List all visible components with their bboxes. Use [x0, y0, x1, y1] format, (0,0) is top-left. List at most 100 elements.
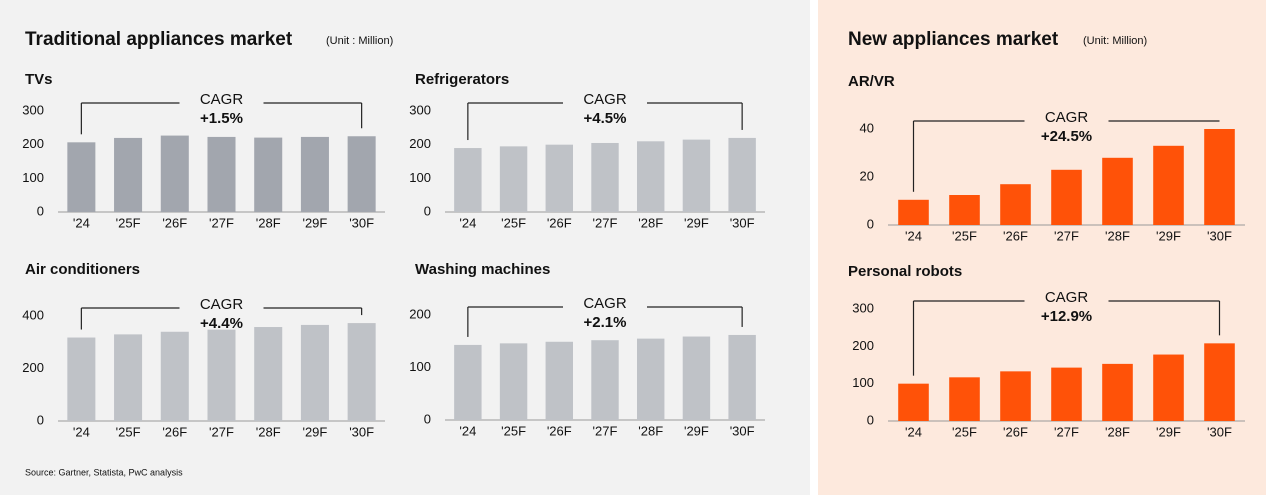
annotation-label: CAGR [1045, 109, 1089, 126]
annotation-label: CAGR [583, 91, 627, 108]
x-tick-label: '30F [349, 215, 374, 230]
panel-bg [818, 0, 1266, 495]
bar [545, 144, 573, 212]
y-tick-label: 100 [409, 170, 431, 185]
bar [347, 136, 376, 212]
bar [1051, 367, 1082, 421]
x-tick-label: '25F [501, 423, 526, 438]
x-tick-label: '27F [1054, 424, 1079, 439]
bar [949, 377, 980, 421]
bar [1153, 145, 1184, 225]
x-tick-label: '28F [638, 423, 663, 438]
annotation-value: +4.5% [584, 110, 627, 127]
bar [1204, 129, 1235, 225]
annotation-value: +2.1% [584, 314, 627, 331]
y-tick-label: 200 [409, 136, 431, 151]
bar [898, 383, 929, 421]
x-tick-label: '28F [256, 424, 281, 439]
y-tick-label: 100 [22, 170, 44, 185]
y-tick-label: 0 [424, 203, 431, 218]
x-tick-label: '25F [116, 424, 141, 439]
y-tick-label: 200 [409, 306, 431, 321]
bar [347, 323, 376, 421]
x-tick-label: '29F [684, 423, 709, 438]
annotation-value: +1.5% [200, 110, 243, 127]
x-tick-label: '30F [1207, 228, 1232, 243]
source: Source: Gartner, Statista, PwC analysis [25, 467, 183, 477]
x-tick-label: '24 [905, 424, 922, 439]
y-tick-label: 100 [409, 359, 431, 374]
x-tick-label: '26F [1003, 424, 1028, 439]
x-tick-label: '30F [730, 215, 755, 230]
x-tick-label: '26F [547, 215, 572, 230]
bar [254, 327, 283, 421]
x-tick-label: '27F [209, 424, 234, 439]
y-tick-label: 200 [22, 360, 44, 375]
annotation-label: CAGR [1045, 289, 1089, 306]
x-tick-label: '25F [952, 228, 977, 243]
y-tick-label: 0 [867, 412, 874, 427]
y-tick-label: 0 [867, 216, 874, 231]
x-tick-label: '28F [256, 215, 281, 230]
annotation-label: CAGR [200, 91, 244, 108]
bar [1153, 354, 1184, 421]
bar [1102, 363, 1133, 421]
bar [114, 137, 143, 212]
y-tick-label: 400 [22, 307, 44, 322]
annotation-value: +12.9% [1041, 308, 1092, 325]
y-tick-label: 300 [852, 300, 874, 315]
y-tick-label: 40 [860, 120, 874, 135]
bar [682, 336, 711, 420]
x-tick-label: '26F [1003, 228, 1028, 243]
annotation-value: +24.5% [1041, 128, 1092, 145]
bar [898, 199, 929, 225]
bar [728, 137, 756, 212]
chart-title: TVs [25, 71, 53, 88]
annotation-label: CAGR [200, 296, 244, 313]
bar [1204, 343, 1235, 421]
x-tick-label: '25F [501, 215, 526, 230]
bar [300, 136, 329, 212]
x-tick-label: '29F [684, 215, 709, 230]
bar [207, 329, 236, 421]
y-tick-label: 20 [860, 168, 874, 183]
x-tick-label: '24 [905, 228, 922, 243]
x-tick-label: '26F [547, 423, 572, 438]
x-tick-label: '29F [302, 424, 327, 439]
panel-unit: (Unit : Million) [326, 35, 393, 47]
panel-title: New appliances market [848, 29, 1059, 50]
bar [67, 142, 96, 212]
chart-title: Washing machines [415, 261, 550, 278]
bar [207, 136, 236, 212]
bar [728, 334, 756, 420]
y-tick-label: 200 [22, 136, 44, 151]
x-tick-label: '28F [1105, 228, 1130, 243]
chart-title: AR/VR [848, 73, 895, 90]
x-tick-label: '26F [162, 424, 187, 439]
annotation-label: CAGR [583, 295, 627, 312]
bar [1102, 157, 1133, 225]
bar [591, 340, 619, 420]
bar [1000, 371, 1031, 421]
bar [254, 137, 283, 212]
x-tick-label: '26F [162, 215, 187, 230]
panel-title: Traditional appliances market [25, 29, 293, 50]
bar [160, 331, 189, 421]
x-tick-label: '25F [116, 215, 141, 230]
bar [637, 141, 665, 212]
bar [300, 324, 329, 421]
x-tick-label: '24 [73, 215, 90, 230]
y-tick-label: 300 [409, 102, 431, 117]
bar [499, 343, 528, 420]
bar [682, 139, 711, 212]
y-tick-label: 300 [22, 102, 44, 117]
bar [949, 195, 980, 225]
bar [454, 344, 482, 420]
x-tick-label: '30F [1207, 424, 1232, 439]
x-tick-label: '24 [73, 424, 90, 439]
annotation-value: +4.4% [200, 315, 243, 332]
bar [160, 135, 189, 212]
panel-unit: (Unit: Million) [1083, 35, 1147, 47]
bar [591, 142, 619, 212]
